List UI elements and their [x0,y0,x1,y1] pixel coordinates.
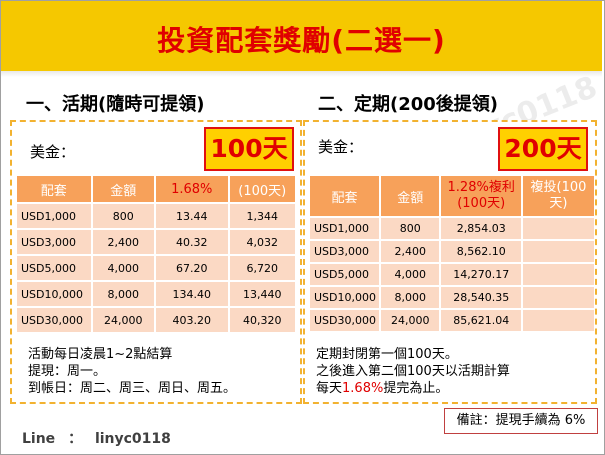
table-cell: USD5,000 [17,256,91,280]
table-cell: 40,320 [229,308,295,332]
table-cell: 800 [92,204,154,228]
table-cell: USD3,000 [310,241,379,262]
table-row: USD30,000 24,000 403.20 40,320 [17,308,295,332]
table-cell: 8,000 [92,282,154,306]
right-note-line: 每天1.68%提完為止。 [316,380,510,397]
right-col-header: 金額 [380,176,440,216]
table-cell: 1,344 [229,204,295,228]
table-cell: 134.40 [155,282,228,306]
table-cell: 24,000 [92,308,154,332]
table-row: USD3,000 2,400 8,562.10 [310,241,594,262]
table-cell: 2,854.03 [441,218,521,239]
footer-line-id: linyc0118 [94,431,171,447]
footer-colon: ： [68,431,83,447]
left-rate-table: 配套 金額 1.68% (100天) USD1,000 800 13.44 1,… [15,174,297,334]
table-cell [522,310,594,331]
table-cell: USD3,000 [17,230,91,254]
table-cell: 4,000 [92,256,154,280]
right-rate-table: 配套 金額 1.28%複利(100天) 複投(100天) USD1,000 80… [308,174,596,333]
table-row: USD5,000 4,000 14,270.17 [310,264,594,285]
table-cell: USD10,000 [310,287,379,308]
table-row: USD30,000 24,000 85,621.04 [310,310,594,331]
remark-box: 備註：提現手續為 6% [444,408,598,434]
table-cell: 13,440 [229,282,295,306]
left-section-heading: 一、活期(隨時可提領) [26,94,205,115]
table-cell: 85,621.04 [441,310,521,331]
table-cell: 4,032 [229,230,295,254]
table-cell: 8,562.10 [441,241,521,262]
table-cell: 67.20 [155,256,228,280]
table-row: USD10,000 8,000 134.40 13,440 [17,282,295,306]
left-col-header: 1.68% [155,176,228,202]
footer-line-label: Line [22,431,56,447]
left-notes: 活動每日凌晨1~2點結算 提現：周一。 到帳日：周二、周三、周日、周五。 [28,346,236,397]
table-cell: 403.20 [155,308,228,332]
right-note-line: 之後進入第二個100天以活期計算 [316,364,510,379]
table-cell: 40.32 [155,230,228,254]
table-cell: USD1,000 [17,204,91,228]
table-cell: 14,270.17 [441,264,521,285]
table-row: USD3,000 2,400 40.32 4,032 [17,230,295,254]
right-col-header: 1.28%複利(100天) [441,176,521,216]
left-col-header: (100天) [229,176,295,202]
right-note-text: 每天 [316,381,343,396]
table-row: USD5,000 4,000 67.20 6,720 [17,256,295,280]
right-notes: 定期封閉第一個100天。 之後進入第二個100天以活期計算 每天1.68%提完為… [316,346,510,397]
table-row: USD10,000 8,000 28,540.35 [310,287,594,308]
table-cell: 2,400 [380,241,440,262]
left-note-line: 到帳日：周二、周三、周日、周五。 [28,381,237,396]
left-currency-label: 美金： [30,143,76,161]
table-cell: 4,000 [380,264,440,285]
table-cell: USD1,000 [310,218,379,239]
table-cell [522,264,594,285]
right-col-header: 配套 [310,176,379,216]
table-cell: 2,400 [92,230,154,254]
right-note-rate: 1.68% [342,381,384,396]
table-row: USD1,000 800 2,854.03 [310,218,594,239]
header-shadow [1,71,602,77]
table-cell: USD30,000 [17,308,91,332]
table-cell: 24,000 [380,310,440,331]
table-cell: 8,000 [380,287,440,308]
right-note-line: 定期封閉第一個100天。 [316,347,458,362]
table-cell: USD5,000 [310,264,379,285]
right-currency-label: 美金： [318,138,364,156]
table-cell: 13.44 [155,204,228,228]
left-note-line: 提現：周一。 [28,364,107,379]
table-cell: USD30,000 [310,310,379,331]
table-cell: USD10,000 [17,282,91,306]
table-cell: 800 [380,218,440,239]
footer-contact: Line ： linyc0118 [22,428,171,448]
left-note-line: 活動每日凌晨1~2點結算 [28,347,173,362]
left-col-header: 配套 [17,176,91,202]
table-cell [522,287,594,308]
table-cell [522,218,594,239]
right-note-text: 提完為止。 [383,381,449,396]
right-col-header: 複投(100天) [522,176,594,216]
table-cell [522,241,594,262]
header-banner: 投資配套獎勵(二選一) [1,1,602,71]
table-cell: 6,720 [229,256,295,280]
table-cell: 28,540.35 [441,287,521,308]
right-section-heading: 二、定期(200後提領) [318,94,499,115]
page-title: 投資配套獎勵(二選一) [157,24,446,57]
right-days-badge: 200天 [498,127,588,171]
left-days-badge: 100天 [204,127,294,171]
left-col-header: 金額 [92,176,154,202]
table-row: USD1,000 800 13.44 1,344 [17,204,295,228]
